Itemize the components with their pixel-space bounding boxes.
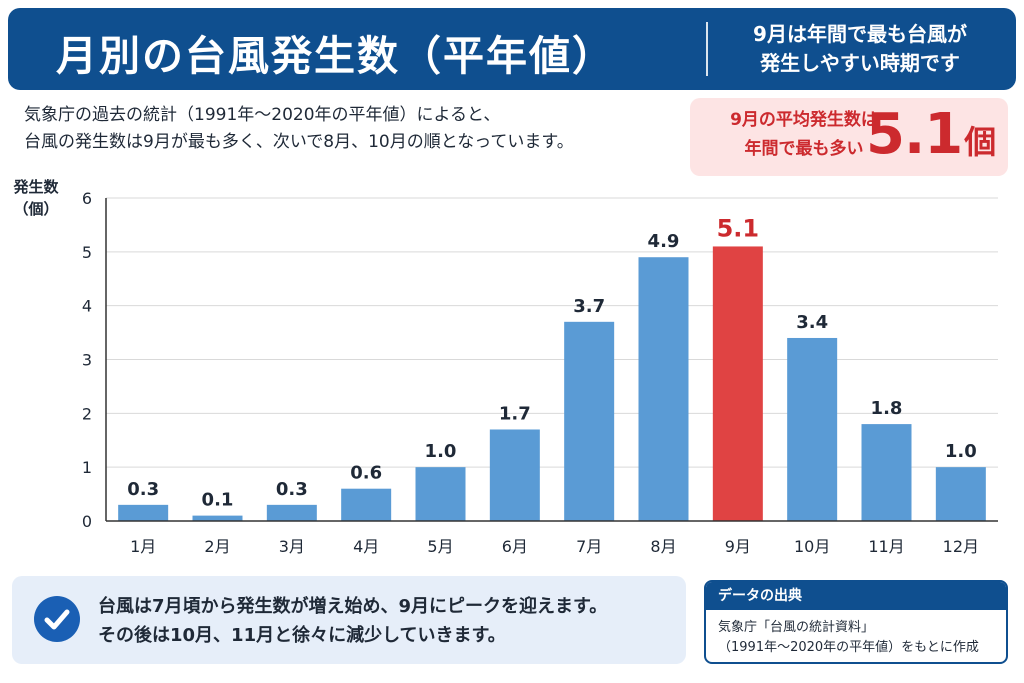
x-tick-label: 2月 (204, 537, 230, 556)
bar (341, 488, 392, 521)
header-subtitle-line2: 発生しやすい時期です (760, 51, 960, 75)
y-tick-label: 6 (82, 189, 92, 208)
x-tick-label: 9月 (725, 537, 751, 556)
y-tick-label: 3 (82, 351, 92, 370)
x-tick-label: 1月 (130, 537, 156, 556)
callout-value: 5.1個 (866, 102, 996, 167)
bar-value-label: 1.8 (871, 398, 903, 419)
y-tick-label: 2 (82, 404, 92, 423)
bar-value-label: 1.0 (945, 441, 977, 462)
y-axis-label-line2: （個） (13, 200, 59, 218)
source-line2: （1991年〜2020年の平年値）をもとに作成 (718, 640, 979, 655)
y-tick-label: 0 (82, 512, 92, 531)
page-title: 月別の台風発生数（平年値） (56, 32, 615, 80)
callout-unit: 個 (964, 123, 997, 161)
bar (787, 337, 838, 521)
x-tick-label: 11月 (868, 537, 904, 556)
bar-value-label: 1.0 (425, 441, 457, 462)
bar (935, 467, 986, 521)
bar-chart: 0 1 2 3 4 5 6 0.3 1月 0.1 2月 0.3 3月 0.6 4月 1.0 5月 1.7 6月 3.7… (82, 189, 998, 556)
y-tick-label: 5 (82, 243, 92, 262)
summary-line1: 台風は7月頃から発生数が増え始め、9月にピークを迎えます。 (98, 596, 608, 617)
bar-value-label: 0.6 (350, 463, 382, 484)
x-tick-label: 12月 (943, 537, 979, 556)
source-line1: 気象庁「台風の統計資料」 (718, 620, 875, 635)
x-tick-label: 4月 (353, 537, 379, 556)
intro-text: 気象庁の過去の統計（1991年〜2020年の平年値）によると、 台風の発生数は9… (24, 102, 684, 156)
bar (638, 257, 689, 521)
bar (415, 467, 466, 521)
x-tick-label: 8月 (650, 537, 676, 556)
bar-value-label: 3.4 (796, 312, 828, 333)
bar (118, 504, 169, 521)
bar (712, 246, 763, 521)
x-tick-label: 5月 (427, 537, 453, 556)
bar (192, 515, 243, 521)
callout-line2: 年間で最も多い (744, 139, 864, 159)
callout-number: 5.1 (866, 102, 963, 167)
summary-text: 台風は7月頃から発生数が増え始め、9月にピークを迎えます。 その後は10月、11… (98, 592, 678, 650)
bar-value-label: 3.7 (573, 296, 605, 317)
header-divider (706, 22, 708, 76)
source-heading: データの出典 (706, 582, 1006, 610)
x-tick-label: 10月 (794, 537, 830, 556)
highlight-callout: 9月の平均発生数は 年間で最も多い 5.1個 (690, 98, 1008, 176)
y-tick-label: 4 (82, 297, 92, 316)
bar (266, 504, 317, 521)
callout-text: 9月の平均発生数は 年間で最も多い (704, 106, 904, 164)
bar-value-label: 4.9 (648, 231, 680, 252)
y-tick-label: 1 (82, 458, 92, 477)
check-circle-icon (34, 596, 80, 642)
header-subtitle-line1: 9月は年間で最も台風が (753, 22, 967, 46)
intro-line2: 台風の発生数は9月が最も多く、次いで8月、10月の順となっています。 (24, 132, 574, 152)
source-box: データの出典 気象庁「台風の統計資料」 （1991年〜2020年の平年値）をもと… (704, 580, 1008, 664)
x-tick-label: 6月 (502, 537, 528, 556)
x-tick-label: 7月 (576, 537, 602, 556)
bar-value-label: 0.3 (127, 479, 159, 500)
x-tick-label: 3月 (279, 537, 305, 556)
bar (489, 429, 540, 521)
bar (564, 321, 615, 521)
callout-line1: 9月の平均発生数は (730, 110, 878, 130)
summary-line2: その後は10月、11月と徐々に減少していきます。 (98, 625, 506, 646)
header-subtitle: 9月は年間で最も台風が 発生しやすい時期です (710, 20, 1010, 78)
header-banner: 月別の台風発生数（平年値） 9月は年間で最も台風が 発生しやすい時期です (8, 8, 1016, 90)
bar-value-label: 0.1 (202, 490, 234, 511)
bar (861, 424, 912, 521)
bar-value-label: 5.1 (717, 214, 760, 242)
intro-line1: 気象庁の過去の統計（1991年〜2020年の平年値）によると、 (24, 105, 501, 125)
bar-value-label: 0.3 (276, 479, 308, 500)
y-axis-label: 発生数 （個） (8, 176, 64, 220)
source-body: 気象庁「台風の統計資料」 （1991年〜2020年の平年値）をもとに作成 (706, 610, 1006, 658)
bar-value-label: 1.7 (499, 403, 531, 424)
y-axis-label-line1: 発生数 (13, 178, 59, 196)
summary-box: 台風は7月頃から発生数が増え始め、9月にピークを迎えます。 その後は10月、11… (12, 576, 686, 664)
